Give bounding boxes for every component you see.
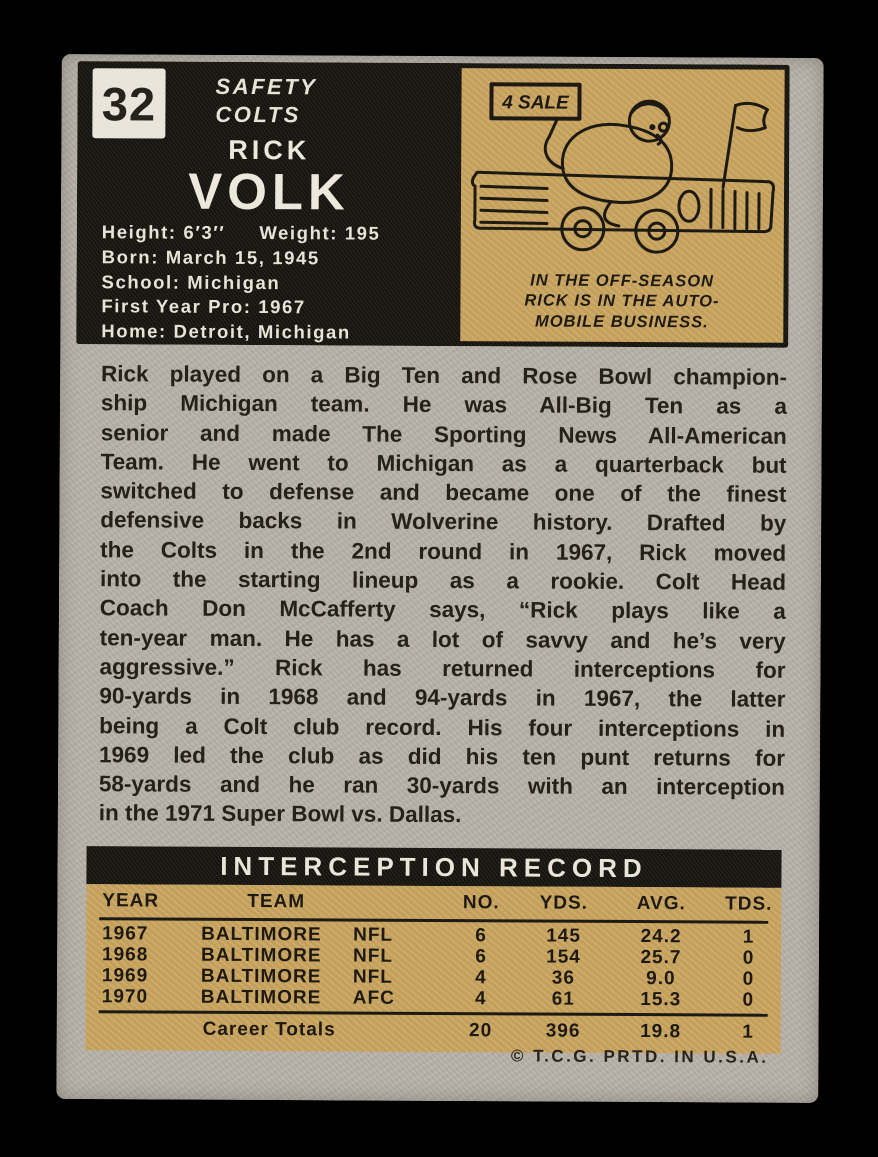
col-header-tds: TDS. — [725, 893, 773, 915]
cell-yds: 145 — [546, 925, 582, 947]
cell-no: 4 — [475, 967, 487, 989]
cell-no: 6 — [475, 946, 487, 968]
col-header-avg: AVG. — [636, 893, 686, 915]
player-first-name: RICK — [228, 134, 311, 166]
cell-avg: 25.7 — [640, 947, 682, 969]
cell-league: NFL — [353, 924, 394, 946]
cell-avg: 15.3 — [640, 989, 682, 1011]
cell-avg: 9.0 — [646, 968, 676, 990]
cell-league: NFL — [352, 966, 393, 988]
bio-paragraph-line: ten-year man. He has a lot of savvy and … — [99, 624, 786, 654]
table-rule — [99, 917, 769, 924]
cartoon-caption-line-3: MOBILE BUSINESS. — [534, 311, 709, 331]
cartoon-caption: IN THE OFF-SEASON RICK IS IN THE AUTO- M… — [460, 270, 783, 333]
salesman-icon — [543, 99, 674, 228]
position-team-block: SAFETY COLTS — [215, 73, 317, 130]
cell-no: 20 — [468, 1020, 493, 1042]
bio-paragraph-line: the Colts in the 2nd round in 1967, Rick… — [100, 537, 787, 566]
cell-year-empty — [86, 1016, 201, 1043]
bio-line-height-weight: Height: 6′3′′ Weight: 195 — [102, 220, 381, 246]
card-number-box: 32 — [92, 68, 166, 139]
player-name-block: RICK VOLK — [77, 133, 461, 221]
bio-paragraph-line: Coach Don McCafferty says, “Rick plays l… — [99, 595, 786, 625]
car-salesman-cartoon-illustration: 4 SALE — [470, 82, 776, 254]
bio-paragraph-line: Team. He went to Michigan as a quarterba… — [100, 449, 787, 478]
stats-table: YEAR TEAM NO. YDS. AVG. TDS. 1967 BALTIM… — [85, 884, 782, 1054]
bio-paragraph-line: defensive backs in Wolverine history. Dr… — [100, 507, 787, 537]
cell-avg: 19.8 — [640, 1021, 682, 1043]
stats-header-row: YEAR TEAM NO. YDS. AVG. TDS. — [86, 888, 781, 918]
card-number: 32 — [101, 76, 157, 131]
player-position: SAFETY — [215, 73, 318, 100]
cell-yds: 36 — [551, 967, 576, 989]
bio-height: Height: 6′3′′ — [101, 221, 226, 243]
cell-tds: 1 — [742, 1021, 754, 1043]
table-row: 1970 BALTIMORE AFC 4 61 15.3 0 — [86, 986, 781, 1011]
bio-first-year-pro: First Year Pro: 1967 — [101, 295, 306, 318]
biography-paragraph: Rick played on a Big Ten and Rose Bowl c… — [99, 359, 787, 831]
bio-paragraph-line: in the 1971 Super Bowl vs. Dallas. — [98, 800, 462, 828]
cartoon-panel: 4 SALE IN THE OFF-SEASON RICK IS IN THE … — [460, 68, 785, 343]
cell-year: 1967 — [102, 923, 149, 945]
player-last-name: VOLK — [188, 162, 350, 221]
bio-home: Home: Detroit, Michigan — [101, 320, 351, 343]
copyright-line: © T.C.G. PRTD. IN U.S.A. — [510, 1046, 769, 1067]
bio-paragraph-line: ship Michigan team. He was All-Big Ten a… — [100, 390, 787, 420]
for-sale-sign-text: 4 SALE — [501, 92, 570, 113]
cell-yds: 61 — [551, 988, 575, 1010]
bio-school: School: Michigan — [101, 270, 281, 293]
bio-paragraph-line: being a Colt club record. His four inter… — [99, 712, 786, 742]
bio-born: Born: March 15, 1945 — [101, 246, 320, 269]
career-totals-row: Career Totals 20 396 19.8 1 — [86, 1016, 781, 1046]
bio-weight: Weight: 195 — [259, 222, 381, 244]
cell-team: BALTIMORE — [200, 944, 322, 967]
stats-table-title: INTERCEPTION RECORD — [86, 846, 782, 888]
cartoon-caption-line-2: RICK IS IN THE AUTO- — [524, 291, 720, 311]
career-totals-label: Career Totals — [202, 1018, 336, 1041]
cell-no: 6 — [475, 925, 487, 947]
table-rule — [98, 1010, 768, 1017]
pennant-flag-icon — [721, 101, 769, 189]
interception-record-section: INTERCEPTION RECORD YEAR TEAM NO. YDS. A… — [85, 846, 782, 1054]
cell-tds: 0 — [742, 947, 755, 969]
cell-team: BALTIMORE — [200, 986, 322, 1009]
cell-no: 4 — [474, 988, 487, 1010]
bio-paragraph-line: senior and made The Sporting News All-Am… — [100, 419, 787, 449]
bio-paragraph-line: 58-yards and he ran 30-yards with an int… — [98, 771, 785, 800]
cell-team: BALTIMORE — [200, 965, 322, 988]
cell-league: AFC — [352, 987, 395, 1009]
cell-tds: 0 — [742, 989, 755, 1011]
cell-league: NFL — [352, 945, 394, 967]
bio-paragraph-line: 1969 led the club as did his ten punt re… — [99, 742, 786, 771]
cell-team: BALTIMORE — [201, 923, 322, 946]
cartoon-caption-line-1: IN THE OFF-SEASON — [530, 270, 715, 290]
trading-card-back: 32 SAFETY COLTS RICK VOLK Height: 6′3′′ W… — [56, 54, 824, 1103]
cell-year: 1969 — [101, 965, 149, 987]
bio-paragraph-line: switched to defense and became one of th… — [100, 478, 787, 508]
player-info-panel: 32 SAFETY COLTS RICK VOLK Height: 6′3′′ W… — [76, 61, 790, 348]
cell-yds: 396 — [545, 1020, 581, 1042]
cell-avg: 24.2 — [640, 926, 682, 948]
col-header-year: YEAR — [102, 890, 160, 912]
cell-tds: 0 — [742, 968, 755, 990]
for-sale-sign-icon — [489, 82, 582, 139]
col-header-team: TEAM — [247, 890, 306, 913]
cell-yds: 154 — [546, 946, 581, 968]
bio-paragraph-line: 90-yards in 1968 and 94-yards in 1967, t… — [99, 683, 786, 713]
player-bio-block: Height: 6′3′′ Weight: 195 Born: March 15,… — [101, 220, 380, 345]
car-icon — [470, 170, 776, 254]
cell-tds: 1 — [742, 926, 755, 948]
bio-paragraph-line: Rick played on a Big Ten and Rose Bowl c… — [101, 361, 788, 390]
bio-paragraph-line: aggressive.” Rick has returned intercept… — [99, 654, 786, 683]
col-header-no: NO. — [462, 892, 500, 914]
player-team: COLTS — [215, 101, 301, 128]
col-header-yds: YDS. — [539, 892, 589, 914]
cell-year: 1970 — [101, 986, 149, 1008]
cell-year: 1968 — [101, 944, 149, 966]
bio-paragraph-line: into the starting lineup as a rookie. Co… — [99, 566, 787, 595]
